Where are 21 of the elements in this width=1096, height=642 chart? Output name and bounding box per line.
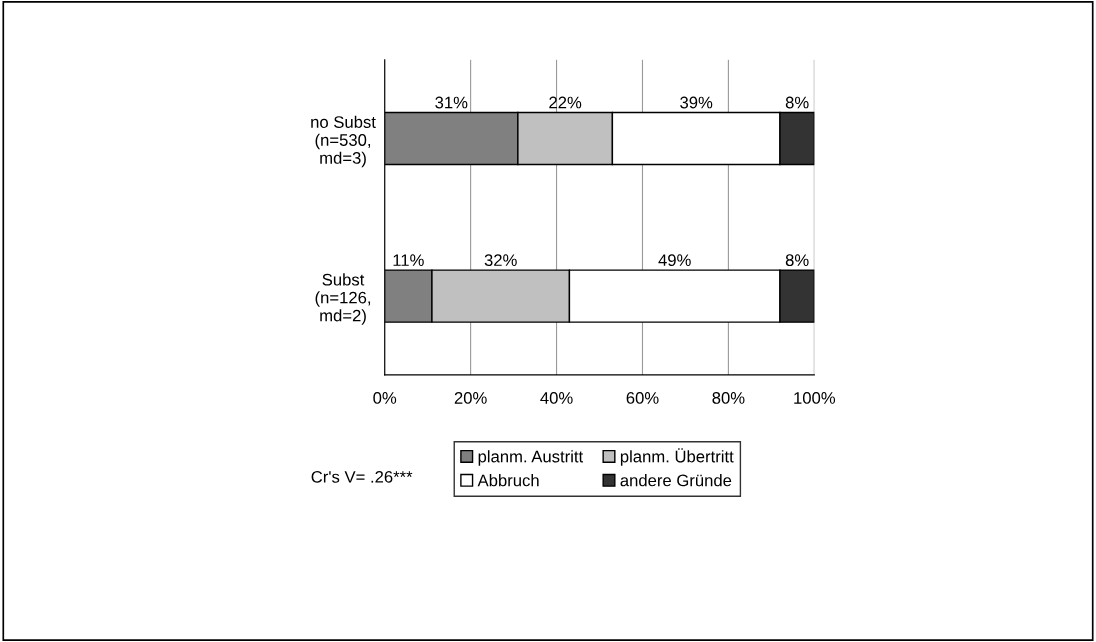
data-label: 22% <box>549 96 582 109</box>
x-tick-label: 100% <box>794 392 836 404</box>
x-tick-label: 80% <box>712 392 745 404</box>
x-tick-label: 0% <box>373 392 397 404</box>
legend-label: andere Gründe <box>620 474 732 487</box>
data-label: 39% <box>680 96 713 109</box>
data-label: 11% <box>393 254 424 266</box>
data-label: 32% <box>484 254 517 267</box>
legend-label: planm. Übertritt <box>620 448 734 466</box>
data-label: 31% <box>435 96 468 109</box>
data-label: 8% <box>785 254 809 267</box>
y-tick-label: Subst (n=126, md=2) <box>315 273 371 325</box>
x-tick-label: 40% <box>540 392 573 404</box>
data-label: 49% <box>658 254 691 267</box>
text: Cr's V= .26*** <box>311 470 413 483</box>
y-tick-label: no Subst (n=530, md=3) <box>311 115 376 168</box>
data-label: 8% <box>785 96 809 109</box>
x-tick-label: 20% <box>454 392 487 404</box>
legend-label: planm. Austritt <box>478 450 584 466</box>
legend-label: Abbruch <box>477 474 539 487</box>
x-tick-label: 60% <box>626 392 659 404</box>
